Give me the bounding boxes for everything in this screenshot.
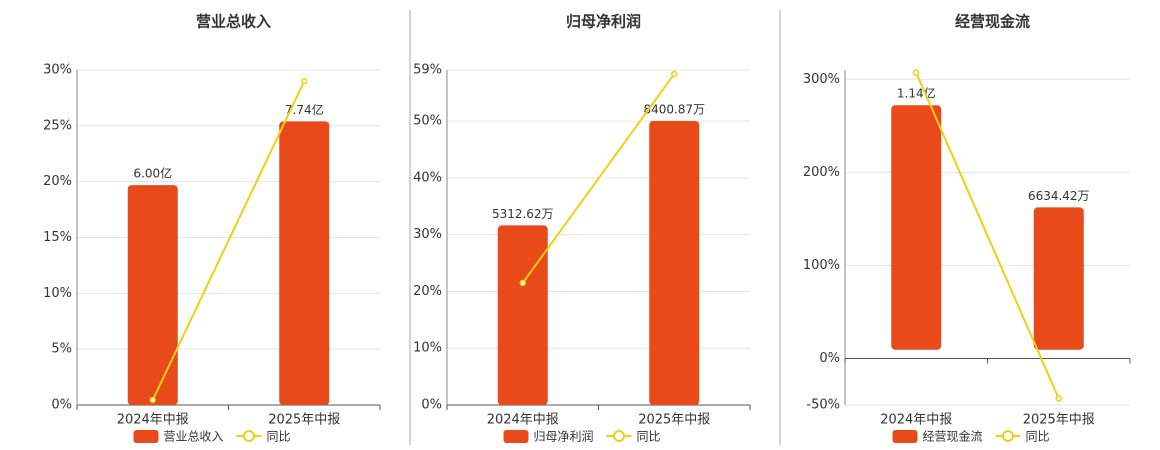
line-point [913,69,920,77]
bar [127,185,178,405]
chart-title: 经营现金流 [955,13,1030,31]
y-tick-label: 30% [413,227,442,242]
legend-swatch [243,430,255,442]
chart-title: 归母净利润 [566,13,641,31]
bar [497,225,548,405]
y-tick-label: 200% [803,165,840,180]
x-tick-label: 2024年中报 [487,413,559,428]
value-label: 8400.87万 [643,103,705,117]
y-tick-label: 20% [43,174,72,189]
bar [649,121,700,406]
legend-swatch [613,430,625,442]
line-point [671,70,678,78]
legend-label: 同比 [637,430,661,444]
y-tick-label: 25% [43,118,72,133]
y-tick-label: 30% [43,63,72,78]
y-tick-label: 0% [51,398,72,413]
value-label: 1.14亿 [897,86,936,101]
value-label: 7.74亿 [285,102,324,117]
bar [279,121,330,405]
value-label: 6634.42万 [1028,189,1090,203]
x-tick-label: 2025年中报 [1023,413,1095,428]
legend-label: 同比 [1026,430,1050,444]
legend-label: 同比 [267,430,291,444]
line-point [149,396,156,404]
y-tick-label: 40% [413,170,442,185]
y-tick-label: 5% [51,342,72,357]
line [521,73,676,284]
line-point [519,279,526,287]
bar [1033,207,1084,350]
legend-swatch [133,430,159,443]
legend-swatch [503,430,529,443]
y-tick-label: 50% [413,114,442,129]
value-label: 5312.62万 [492,207,554,221]
line [151,80,306,401]
y-tick-label: 100% [803,258,840,273]
y-tick-label: 0% [421,398,442,413]
bar [891,105,942,350]
line-point [1055,395,1062,402]
chart-title: 营业总收入 [196,13,271,31]
line-point [301,77,308,85]
y-tick-label: 10% [413,341,442,356]
legend-label: 经营现金流 [923,429,983,444]
x-tick-label: 2024年中报 [117,413,189,428]
y-tick-label: 0% [819,351,840,366]
y-tick-label: 300% [803,72,840,87]
line [915,72,1060,399]
legend-swatch [1002,430,1014,442]
y-tick-label: 59% [413,63,442,78]
x-tick-label: 2025年中报 [638,413,710,428]
x-tick-label: 2025年中报 [268,413,340,428]
legend-label: 营业总收入 [164,430,224,444]
value-label: 6.00亿 [133,166,172,181]
y-tick-label: 20% [413,284,442,299]
y-tick-label: 10% [43,286,72,301]
y-tick-label: 15% [43,230,72,245]
legend-label: 归母净利润 [534,430,594,444]
x-tick-label: 2024年中报 [880,413,952,428]
legend-swatch [892,430,918,443]
y-tick-label: -50% [806,398,840,413]
